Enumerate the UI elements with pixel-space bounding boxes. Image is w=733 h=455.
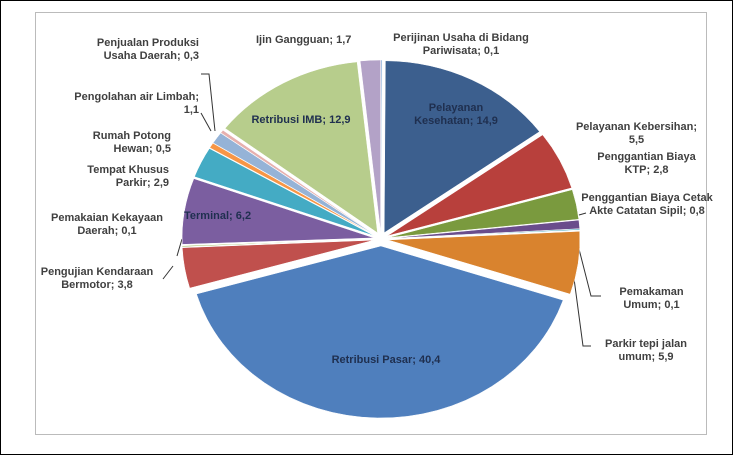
leader-line	[572, 270, 591, 347]
category-name: Tempat Khusus Parkir	[87, 164, 169, 189]
category-name: Rumah Potong Hewan	[92, 130, 171, 155]
leader-line	[578, 212, 587, 216]
data-label: Pemakaman Umum; 0,1	[604, 286, 699, 312]
data-label: Parkir tepi jalan umum; 5,9	[586, 338, 706, 364]
data-label: Pengolahan air Limbah; 1,1	[71, 91, 199, 117]
value-label: 3,8	[117, 279, 133, 291]
label-separator: ;	[646, 164, 654, 176]
category-name: Pengujian Kendaraan Bermotor	[40, 266, 154, 291]
pie-slice	[387, 189, 580, 238]
label-separator: ;	[110, 279, 118, 291]
label-separator: ;	[329, 34, 337, 46]
value-label: 6,2	[235, 210, 252, 222]
pie-slice	[220, 129, 376, 236]
pie-slice	[182, 239, 375, 289]
pie-slice	[224, 61, 378, 234]
value-label: 0,8	[689, 205, 705, 217]
data-label: Rumah Potong Hewan; 0,5	[54, 130, 171, 156]
label-separator: ;	[469, 115, 477, 127]
category-name: Perijinan Usaha di Bidang Pariwisata	[393, 32, 529, 57]
data-label: Penjualan Produksi Usaha Daerah; 0,3	[79, 37, 199, 63]
value-label: 2,8	[653, 164, 669, 176]
label-separator: ;	[146, 177, 154, 189]
data-label: Retribusi IMB; 12,9	[246, 114, 356, 127]
category-name: Pengolahan air Limbah	[74, 91, 196, 103]
category-name: Retribusi Pasar	[331, 354, 413, 366]
data-label: Retribusi Pasar; 40,4	[311, 354, 461, 367]
label-separator: ;	[651, 351, 659, 363]
data-label: Terminal; 6,2	[184, 210, 304, 223]
data-label: Perijinan Usaha di Bidang Pariwisata; 0,…	[386, 32, 536, 58]
category-name: Pelayanan Kebersihan	[575, 121, 694, 133]
category-name: Pemakaman Umum	[619, 286, 684, 311]
chart-frame	[35, 12, 707, 435]
value-label: 0,1	[483, 45, 500, 57]
label-separator: ;	[176, 50, 184, 62]
label-separator: ;	[229, 210, 236, 222]
leader-line	[176, 238, 183, 257]
category-name: Pelayanan Kesehatan	[414, 102, 484, 127]
pie-slice	[359, 59, 381, 233]
label-separator: ;	[477, 45, 484, 57]
pie-slice	[212, 132, 376, 236]
leader-lines	[162, 73, 601, 347]
category-name: Terminal	[184, 210, 230, 222]
label-separator: ;	[682, 205, 690, 217]
pie-slice	[387, 228, 581, 239]
label-separator: ;	[322, 114, 330, 126]
leader-line	[200, 112, 212, 132]
category-name: Ijin Gangguan	[256, 34, 330, 46]
label-separator: ;	[148, 143, 156, 155]
category-name: Penggantian Biaya Cetak Akte Catatan Sip…	[581, 192, 713, 217]
data-label: Pengujian Kendaraan Bermotor; 3,8	[31, 266, 163, 292]
value-label: 5,5	[628, 134, 645, 146]
value-label: 40,4	[419, 354, 441, 366]
label-separator: ;	[412, 354, 419, 366]
category-name: Retribusi IMB	[251, 114, 323, 126]
pie-slice	[194, 148, 375, 237]
value-label: 0,1	[664, 299, 680, 311]
category-name: Pemakaian Kekayaan Daerah	[51, 212, 163, 237]
value-label: 12,9	[329, 114, 351, 126]
pie-slice	[380, 59, 383, 233]
value-label: 1,1	[183, 104, 199, 116]
value-label: 2,9	[153, 177, 169, 189]
pie-slice	[387, 134, 572, 237]
pie-slice	[181, 239, 375, 248]
leader-line	[162, 265, 174, 280]
category-name: Parkir tepi jalan umum	[605, 338, 687, 363]
value-label: 1,7	[336, 34, 352, 46]
value-label: 5,9	[658, 351, 674, 363]
value-label: 0,5	[155, 143, 171, 155]
leader-line	[578, 248, 601, 297]
data-label: Tempat Khusus Parkir; 2,9	[51, 164, 169, 190]
data-label: Pelayanan Kesehatan; 14,9	[401, 102, 511, 128]
leader-line	[201, 73, 216, 132]
data-label: Ijin Gangguan; 1,7	[256, 34, 396, 47]
pie-slice	[196, 245, 564, 419]
category-name: Penjualan Produksi Usaha Daerah	[96, 37, 199, 62]
value-label: 14,9	[476, 115, 498, 127]
category-name: Penggantian Biaya KTP	[597, 151, 696, 176]
data-label: Pemakaian Kekayaan Daerah; 0,1	[36, 212, 178, 238]
pie-slice	[383, 60, 540, 234]
data-label: Pelayanan Kebersihan; 5,5	[569, 121, 704, 147]
pie-slice	[209, 142, 376, 236]
data-label: Penggantian Biaya KTP; 2,8	[589, 151, 704, 177]
value-label: 0,3	[183, 50, 199, 62]
pie-slice	[181, 178, 375, 245]
label-separator: ;	[114, 225, 122, 237]
value-label: 0,1	[121, 225, 137, 237]
label-separator: ;	[693, 121, 698, 133]
pie-slice	[387, 231, 581, 295]
data-label: Penggantian Biaya Cetak Akte Catatan Sip…	[581, 192, 713, 218]
label-separator: ;	[657, 299, 665, 311]
label-separator: ;	[195, 91, 199, 103]
